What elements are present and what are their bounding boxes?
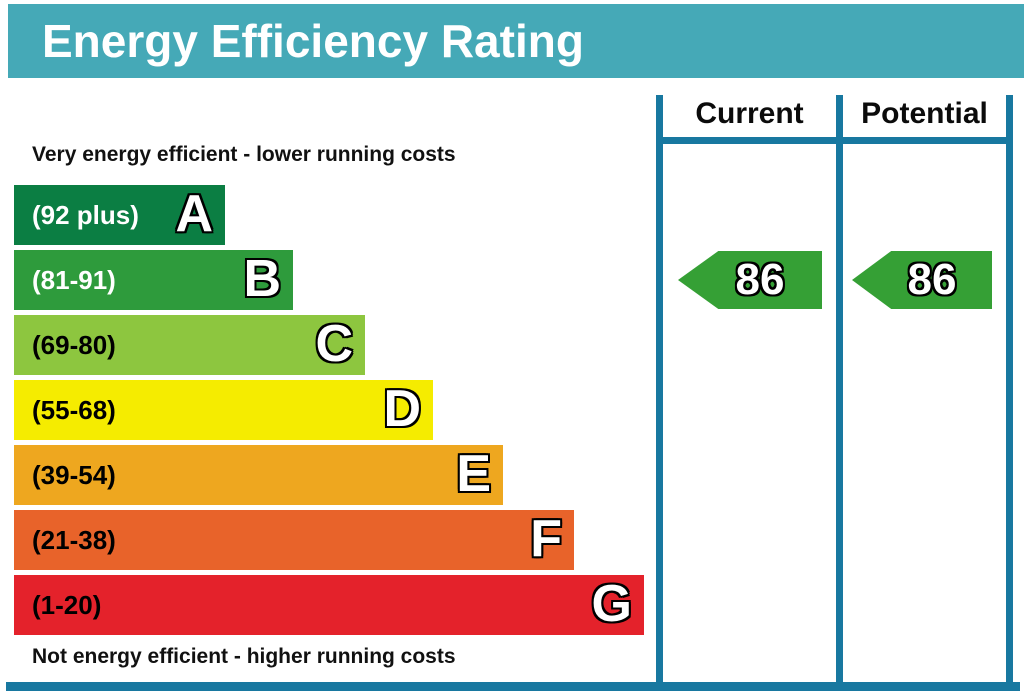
- table-border-left: [656, 95, 663, 691]
- band-letter: B: [243, 249, 281, 308]
- band-letter: D: [383, 379, 421, 438]
- band-letter: F: [530, 509, 562, 568]
- band-row-d: (55-68) D: [14, 380, 433, 440]
- page-title: Energy Efficiency Rating: [42, 15, 584, 67]
- band-range-label: (69-80): [32, 329, 116, 360]
- band-range-label: (92 plus): [32, 199, 139, 230]
- band-row-g: (1-20) G: [14, 575, 644, 635]
- band-letter: G: [591, 574, 632, 633]
- title-bar: Energy Efficiency Rating: [8, 4, 1024, 78]
- current-column-header: Current: [695, 97, 804, 130]
- table-bottom-border: [6, 682, 1020, 691]
- not-efficient-label: Not energy efficient - higher running co…: [32, 645, 456, 668]
- band-letter: A: [175, 184, 213, 243]
- table-header-divider: [656, 137, 1013, 144]
- band-row-b: (81-91) B: [14, 250, 293, 310]
- band-letter: C: [315, 314, 353, 373]
- current-rating-arrow: 86: [678, 251, 822, 309]
- band-range-label: (81-91): [32, 264, 116, 295]
- band-range-label: (55-68): [32, 394, 116, 425]
- band-letter: E: [456, 444, 491, 503]
- band-row-f: (21-38) F: [14, 510, 574, 570]
- band-range-label: (1-20): [32, 589, 102, 620]
- band-row-c: (69-80) C: [14, 315, 365, 375]
- band-row-e: (39-54) E: [14, 445, 503, 505]
- current-rating-value: 86: [735, 255, 785, 304]
- band-range-label: (21-38): [32, 524, 116, 555]
- potential-column-header: Potential: [861, 97, 988, 130]
- table-border-middle: [836, 95, 843, 691]
- very-efficient-label: Very energy efficient - lower running co…: [32, 143, 456, 166]
- potential-rating-value: 86: [907, 255, 957, 304]
- band-row-a: (92 plus) A: [14, 185, 225, 245]
- table-border-right: [1006, 95, 1013, 691]
- potential-rating-arrow: 86: [852, 251, 992, 309]
- band-range-label: (39-54): [32, 459, 116, 490]
